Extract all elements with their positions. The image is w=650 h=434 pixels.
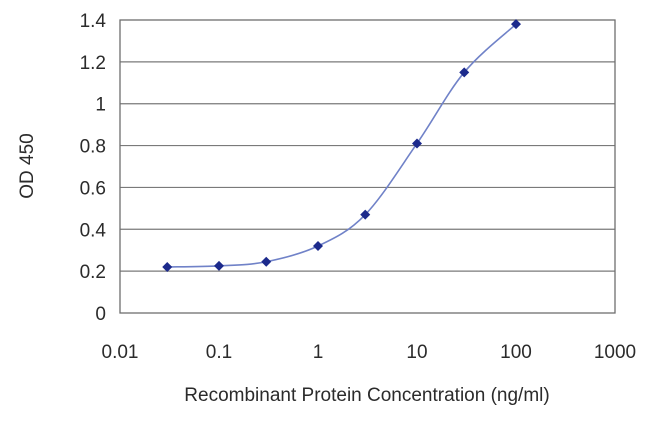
data-point: [459, 67, 470, 78]
data-point: [261, 256, 272, 267]
data-point: [360, 209, 371, 220]
data-point: [214, 260, 224, 271]
gridlines: [120, 61, 615, 272]
y-tick-label: 0.8: [80, 137, 106, 158]
x-tick-label: 1: [313, 342, 324, 363]
data-point: [313, 241, 323, 252]
x-tick-label: 10: [406, 342, 427, 363]
y-tick-label: 0: [95, 304, 106, 325]
x-tick-label: 100: [500, 342, 532, 363]
data-point: [412, 138, 422, 149]
y-tick-label: 1.2: [80, 53, 106, 74]
y-tick-label: 0.4: [80, 220, 107, 241]
data-points: [162, 19, 521, 272]
x-axis-tick-labels: 0.01 0.1 1 10 100 1000: [102, 342, 637, 363]
y-axis-title: OD 450: [17, 133, 38, 198]
data-point: [511, 19, 521, 30]
x-tick-label: 0.01: [102, 342, 139, 363]
series-line: [167, 23, 517, 268]
plot-area-frame: [119, 19, 616, 314]
y-tick-label: 0.6: [80, 178, 106, 199]
y-tick-label: 0.2: [80, 262, 106, 283]
data-point: [162, 261, 173, 272]
x-axis-title: Recombinant Protein Concentration (ng/ml…: [184, 385, 549, 406]
y-axis-tick-labels: 0 0.2 0.4 0.6 0.8 1 1.2 1.4: [80, 11, 107, 325]
x-tick-label: 1000: [594, 342, 636, 363]
y-tick-label: 1: [95, 95, 106, 116]
y-tick-label: 1.4: [80, 11, 107, 32]
x-tick-label: 0.1: [206, 342, 232, 363]
